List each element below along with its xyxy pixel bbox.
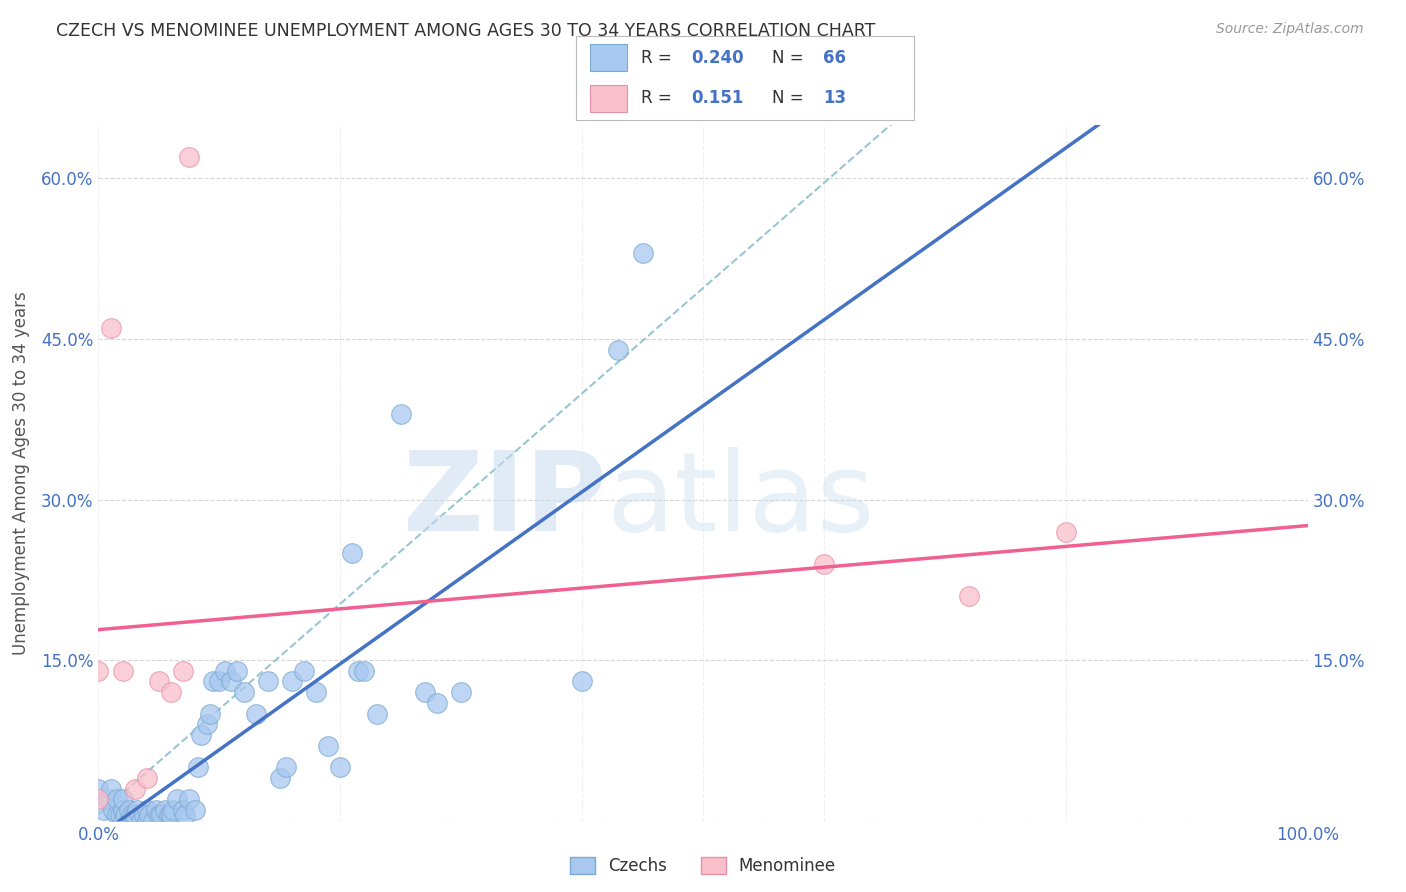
Point [292,664,315,678]
Point [179,792,201,806]
Point [97,792,120,806]
Point [87,664,110,678]
Point [957,589,980,603]
Point [426,696,449,710]
Point [100,321,122,335]
Point [100,781,122,796]
Point [184,803,207,817]
Point [366,706,388,721]
Point [305,685,328,699]
Point [172,803,194,817]
Point [413,685,436,699]
Point [108,808,131,822]
Point [135,803,157,817]
Point [281,674,304,689]
Point [153,803,176,817]
Point [329,760,352,774]
Point [135,771,157,785]
Point [160,808,183,822]
Text: 66: 66 [823,49,846,67]
Point [111,814,134,828]
Point [124,808,146,822]
Point [129,814,152,828]
Point [101,803,124,817]
Point [111,664,134,678]
Point [256,674,278,689]
Text: 0.151: 0.151 [692,89,744,107]
Point [347,664,370,678]
Point [389,407,412,421]
FancyBboxPatch shape [591,45,627,71]
Legend: Czechs, Menominee: Czechs, Menominee [564,850,842,882]
FancyBboxPatch shape [591,85,627,112]
Point [353,664,375,678]
Text: ZIP: ZIP [404,447,606,554]
Point [124,814,146,828]
Point [607,343,630,357]
Point [245,706,267,721]
Point [179,150,201,164]
Point [172,664,194,678]
Point [190,728,212,742]
Point [187,760,209,774]
Point [148,808,170,822]
Text: N =: N = [772,89,804,107]
Point [105,792,128,806]
Y-axis label: Unemployment Among Ages 30 to 34 years: Unemployment Among Ages 30 to 34 years [11,291,30,655]
Point [87,781,110,796]
Point [118,803,141,817]
Point [174,808,197,822]
Point [142,814,165,828]
Point [813,557,835,571]
Point [111,803,134,817]
Point [214,664,236,678]
Point [93,803,115,817]
Point [631,246,654,260]
Point [124,781,146,796]
Point [221,674,243,689]
Point [160,685,183,699]
Point [134,808,156,822]
Text: atlas: atlas [606,447,875,554]
Point [571,674,593,689]
Text: N =: N = [772,49,804,67]
Point [208,674,231,689]
Point [145,803,167,817]
Point [274,760,297,774]
Point [150,808,173,822]
Point [162,803,184,817]
Point [87,792,110,806]
Point [121,808,143,822]
Text: R =: R = [641,49,671,67]
Point [198,706,221,721]
Text: CZECH VS MENOMINEE UNEMPLOYMENT AMONG AGES 30 TO 34 YEARS CORRELATION CHART: CZECH VS MENOMINEE UNEMPLOYMENT AMONG AG… [56,22,876,40]
Point [118,814,141,828]
Point [135,814,157,828]
Point [157,808,180,822]
Point [202,674,225,689]
Point [195,717,218,731]
Point [148,674,170,689]
Point [226,664,249,678]
Point [127,803,149,817]
Text: 13: 13 [823,89,846,107]
Point [316,739,339,753]
Text: Source: ZipAtlas.com: Source: ZipAtlas.com [1216,22,1364,37]
Point [105,808,128,822]
Point [166,792,188,806]
Point [138,808,160,822]
Point [232,685,254,699]
Point [269,771,291,785]
Text: 0.240: 0.240 [692,49,744,67]
Point [111,792,134,806]
Point [342,546,364,560]
Point [450,685,472,699]
Text: R =: R = [641,89,671,107]
Point [114,808,136,822]
Point [1054,524,1077,539]
